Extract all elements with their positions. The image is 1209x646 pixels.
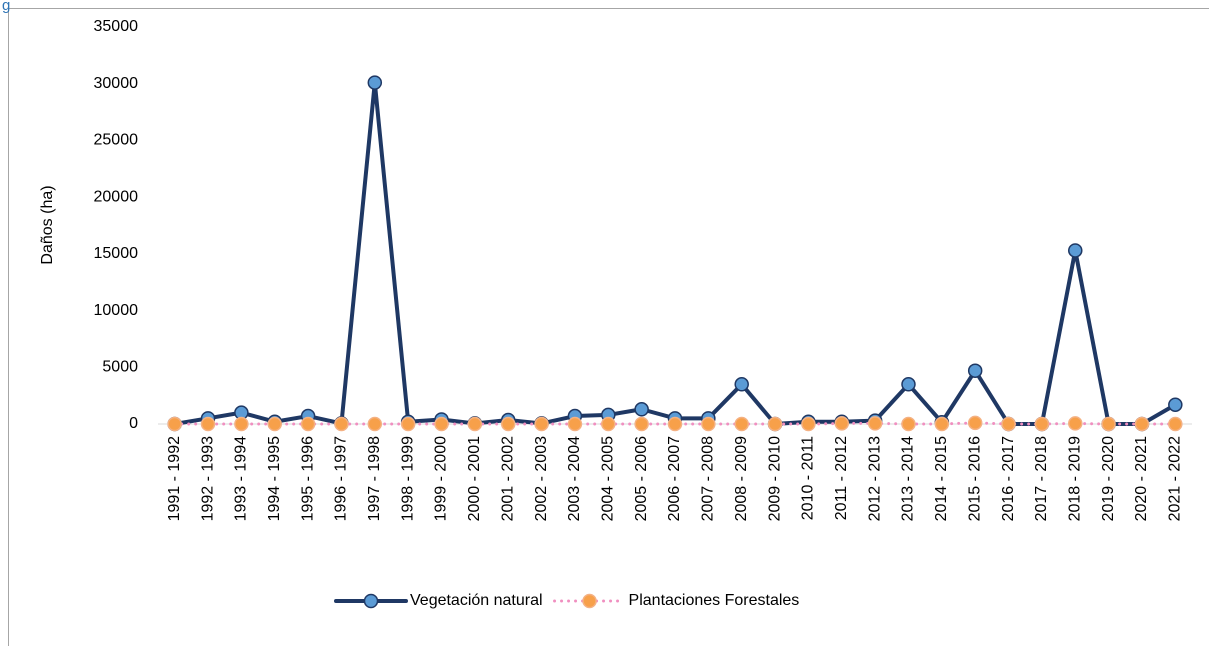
data-point xyxy=(1134,416,1150,432)
y-tick-label: 25000 xyxy=(94,132,139,149)
x-tick-label: 2012 - 2013 xyxy=(866,436,883,522)
x-tick-label: 2000 - 2001 xyxy=(466,436,483,522)
data-point xyxy=(867,416,883,431)
data-point xyxy=(567,416,583,432)
x-tick-label: 2006 - 2007 xyxy=(666,436,683,522)
x-tick-label: 2001 - 2002 xyxy=(499,436,516,522)
data-point xyxy=(500,416,516,432)
data-point xyxy=(934,416,950,432)
data-point xyxy=(234,416,249,432)
legend-label: Vegetación natural xyxy=(410,592,543,609)
x-tick-label: 2021 - 2022 xyxy=(1167,436,1184,522)
data-point xyxy=(167,416,182,432)
x-tick-label: 2016 - 2017 xyxy=(1000,436,1017,522)
data-point xyxy=(434,416,449,432)
data-point xyxy=(734,416,749,432)
x-tick-label: 2011 - 2012 xyxy=(833,436,850,520)
data-point xyxy=(300,416,316,432)
series-line xyxy=(172,80,1178,426)
data-point xyxy=(1068,416,1083,431)
chart-border xyxy=(8,8,1209,646)
data-point xyxy=(534,416,549,432)
x-tick-label: 1999 - 2000 xyxy=(433,436,450,522)
data-point xyxy=(967,363,983,378)
x-tick-label: 1997 - 1998 xyxy=(366,436,383,522)
data-point xyxy=(634,402,649,417)
data-point xyxy=(901,416,916,432)
data-point xyxy=(901,377,916,392)
data-point xyxy=(801,416,816,432)
x-tick-label: 1994 - 1995 xyxy=(266,436,283,522)
data-point xyxy=(367,416,383,432)
data-point xyxy=(667,416,683,432)
caption: g xyxy=(2,0,10,14)
x-tick-label: 2004 - 2005 xyxy=(600,436,617,522)
x-tick-label: 1992 - 1993 xyxy=(199,436,216,522)
data-point xyxy=(334,416,349,432)
data-point xyxy=(200,416,216,432)
legend-marker xyxy=(582,593,597,609)
data-point xyxy=(467,416,483,432)
x-tick-label: 2019 - 2020 xyxy=(1100,436,1117,522)
x-tick-label: 1991 - 1992 xyxy=(166,436,183,522)
x-tick-label: 2017 - 2018 xyxy=(1033,436,1050,522)
x-tick-label: 2008 - 2009 xyxy=(733,436,750,522)
y-tick-label: 15000 xyxy=(94,245,139,262)
y-tick-label: 10000 xyxy=(94,302,139,319)
y-tick-label: 30000 xyxy=(94,75,139,92)
data-point xyxy=(967,415,983,431)
y-axis-label: Daños (ha) xyxy=(39,185,56,264)
x-tick-label: 2009 - 2010 xyxy=(766,436,783,522)
data-point xyxy=(767,416,783,432)
data-point xyxy=(1101,416,1116,432)
x-tick-label: 2015 - 2016 xyxy=(966,436,983,522)
data-point xyxy=(1001,416,1016,432)
x-tick-label: 1998 - 1999 xyxy=(399,436,416,522)
data-point xyxy=(701,416,716,432)
data-point xyxy=(267,416,282,432)
data-point xyxy=(634,416,649,432)
data-point xyxy=(1068,243,1083,258)
x-tick-label: 2002 - 2003 xyxy=(533,436,550,522)
x-tick-label: 2014 - 2015 xyxy=(933,436,950,522)
y-tick-label: 0 xyxy=(129,415,138,432)
legend-marker xyxy=(363,593,379,609)
x-tick-label: 2005 - 2006 xyxy=(633,436,650,522)
data-point xyxy=(1034,416,1050,432)
y-tick-label: 35000 xyxy=(94,18,139,35)
y-tick-label: 5000 xyxy=(102,359,138,376)
x-tick-label: 2010 - 2011 xyxy=(800,436,817,520)
x-tick-label: 2020 - 2021 xyxy=(1133,436,1150,522)
x-tick-label: 1995 - 1996 xyxy=(299,436,316,522)
x-tick-label: 1993 - 1994 xyxy=(233,436,250,522)
data-point xyxy=(367,75,383,90)
x-tick-label: 2007 - 2008 xyxy=(700,436,717,522)
x-tick-label: 2003 - 2004 xyxy=(566,436,583,522)
data-point xyxy=(834,416,850,431)
legend-label: Plantaciones Forestales xyxy=(629,592,800,609)
data-point xyxy=(1168,416,1183,432)
data-point xyxy=(601,416,616,432)
data-point xyxy=(1168,397,1183,412)
x-tick-label: 1996 - 1997 xyxy=(333,436,350,522)
x-tick-label: 2018 - 2019 xyxy=(1066,436,1083,522)
data-point xyxy=(734,377,749,392)
data-point xyxy=(400,416,416,432)
y-tick-label: 20000 xyxy=(94,188,139,205)
x-tick-label: 2013 - 2014 xyxy=(900,436,917,522)
